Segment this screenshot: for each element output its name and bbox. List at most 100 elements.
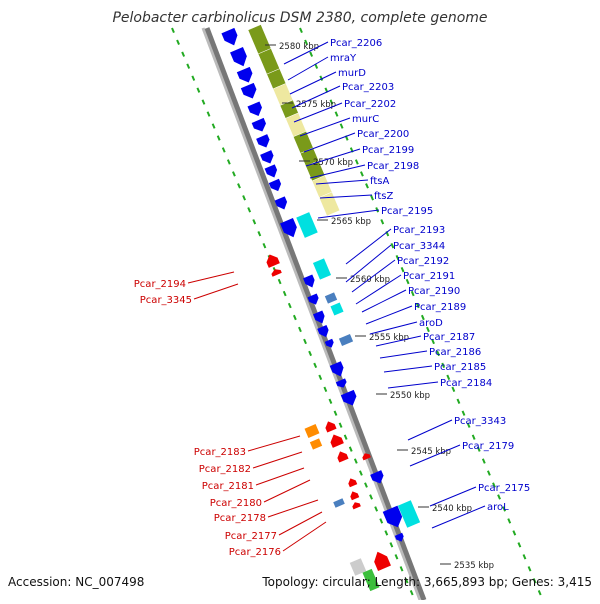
- forward-gene-label: Pcar_2175: [478, 483, 530, 494]
- forward-label-leader: [351, 259, 396, 293]
- forward-gene-label: Pcar_2202: [344, 99, 396, 110]
- accession-text: Accession: NC_007498: [8, 575, 145, 589]
- inner-dotted-track-dash: [522, 554, 527, 560]
- forward-label-leader: [317, 209, 380, 219]
- outer-dotted-track-dash: [353, 458, 358, 464]
- outer-dotted-track-dash: [247, 207, 252, 213]
- inner-dotted-track-dash: [339, 123, 344, 129]
- outer-dotted-track-dash: [232, 171, 236, 177]
- kbp-tick-label: 2540 kbp: [432, 504, 472, 514]
- reverse-label-leader: [255, 467, 305, 486]
- forward-cds-arrow: [313, 310, 325, 324]
- outer-dotted-track-dash: [237, 183, 241, 189]
- outer-dotted-track-dash: [196, 87, 201, 93]
- forward-cds-arrow: [280, 217, 297, 238]
- forward-gene-label: mraY: [330, 53, 357, 64]
- forward-gene-label: Pcar_2185: [434, 362, 486, 373]
- misc-feature: [333, 498, 345, 508]
- kbp-tick-label: 2535 kbp: [454, 561, 494, 571]
- forward-label-leader: [409, 444, 461, 467]
- reverse-gene-label: Pcar_2180: [210, 498, 262, 509]
- reverse-gene-label: Pcar_2183: [194, 447, 246, 458]
- reverse-cds-arrow: [325, 421, 337, 433]
- forward-label-leader: [315, 179, 369, 185]
- gc-skew-block: [247, 24, 272, 55]
- green-feature: [362, 568, 380, 592]
- kbp-tick-label: 2560 kbp: [350, 275, 390, 285]
- outer-dotted-track-dash: [374, 506, 379, 512]
- forward-gene-label: Pcar_2179: [462, 441, 514, 452]
- inner-dotted-track-dash: [476, 446, 481, 452]
- outer-dotted-track-dash: [318, 374, 323, 381]
- outer-dotted-track-dash: [399, 566, 404, 572]
- forward-gene-label: Pcar_2193: [393, 225, 445, 236]
- reverse-gene-label: Pcar_2176: [229, 547, 281, 558]
- reverse-label-leader: [263, 479, 311, 503]
- outer-dotted-track-dash: [216, 135, 221, 141]
- forward-cds-arrow: [370, 470, 384, 484]
- outer-dotted-track-dash: [292, 314, 297, 321]
- inner-dotted-track-dash: [410, 290, 415, 297]
- inner-dotted-track-dash: [431, 338, 435, 345]
- forward-gene-label: aroL: [487, 502, 509, 513]
- inner-dotted-track-dash: [507, 518, 512, 524]
- outer-dotted-track-dash: [211, 123, 216, 129]
- outer-dotted-track-dash: [257, 231, 262, 237]
- outer-dotted-track-dash: [404, 578, 409, 584]
- inner-dotted-track-dash: [400, 266, 405, 273]
- forward-gene-label: Pcar_2198: [367, 161, 419, 172]
- forward-label-leader: [293, 102, 343, 123]
- outer-dotted-track-dash: [242, 195, 246, 201]
- outer-dotted-track-dash: [394, 554, 399, 560]
- forward-label-leader: [375, 335, 422, 347]
- forward-cds-arrow: [274, 196, 288, 210]
- forward-label-leader: [355, 274, 402, 305]
- outer-dotted-track-dash: [323, 386, 328, 392]
- forward-cds-arrow: [251, 117, 266, 132]
- grey-feature: [349, 558, 367, 576]
- reverse-label-leader: [278, 511, 323, 536]
- outer-dotted-track-dash: [206, 111, 211, 117]
- forward-gene-label: Pcar_2184: [440, 378, 492, 389]
- inner-dotted-track-dash: [487, 470, 491, 476]
- inner-dotted-track-dash: [395, 254, 400, 261]
- forward-gene-label: Pcar_2187: [423, 332, 475, 343]
- inner-dotted-track-dash: [492, 482, 496, 488]
- orange-feature: [309, 438, 323, 450]
- kbp-tick-label: 2575 kbp: [296, 100, 336, 110]
- outer-dotted-track-dash: [186, 63, 191, 69]
- outer-dotted-track-dash: [389, 542, 394, 548]
- reverse-gene-label: Pcar_2181: [202, 481, 254, 492]
- kbp-tick-label: 2580 kbp: [279, 42, 319, 52]
- outer-dotted-track-dash: [181, 51, 186, 57]
- outer-dotted-track-dash: [359, 470, 363, 476]
- outer-dotted-track-dash: [313, 362, 318, 369]
- outer-dotted-track-dash: [308, 350, 313, 357]
- outer-dotted-track-dash: [303, 338, 307, 345]
- reverse-cds-arrow: [352, 502, 361, 510]
- inner-dotted-track-dash: [532, 578, 537, 584]
- forward-cds-arrow: [335, 378, 347, 388]
- forward-cds-arrow: [303, 274, 315, 288]
- inner-dotted-track-dash: [441, 362, 446, 369]
- reverse-cds-arrow: [330, 434, 344, 448]
- inner-dotted-track-dash: [471, 434, 476, 440]
- forward-cds-arrow: [230, 46, 247, 67]
- reverse-cds-arrow: [266, 254, 280, 268]
- genome-title: Pelobacter carbinolicus DSM 2380, comple…: [112, 10, 488, 26]
- forward-cds-arrow: [260, 150, 274, 164]
- reverse-gene-label: Pcar_3345: [140, 295, 192, 306]
- forward-gene-label: murC: [352, 114, 379, 125]
- inner-dotted-track-dash: [426, 326, 430, 333]
- outer-dotted-track-dash: [338, 422, 343, 428]
- forward-label-leader: [345, 228, 392, 265]
- forward-label-leader: [361, 289, 407, 313]
- inner-dotted-track-dash: [365, 183, 369, 189]
- outer-dotted-track-dash: [287, 302, 292, 309]
- inner-dotted-track-dash: [446, 374, 451, 381]
- backbone-shadow: [201, 27, 422, 601]
- outer-dotted-track-dash: [384, 530, 389, 536]
- inner-dotted-track-dash: [456, 398, 461, 404]
- inner-dotted-track-dash: [451, 386, 456, 392]
- rna-feature: [330, 302, 344, 316]
